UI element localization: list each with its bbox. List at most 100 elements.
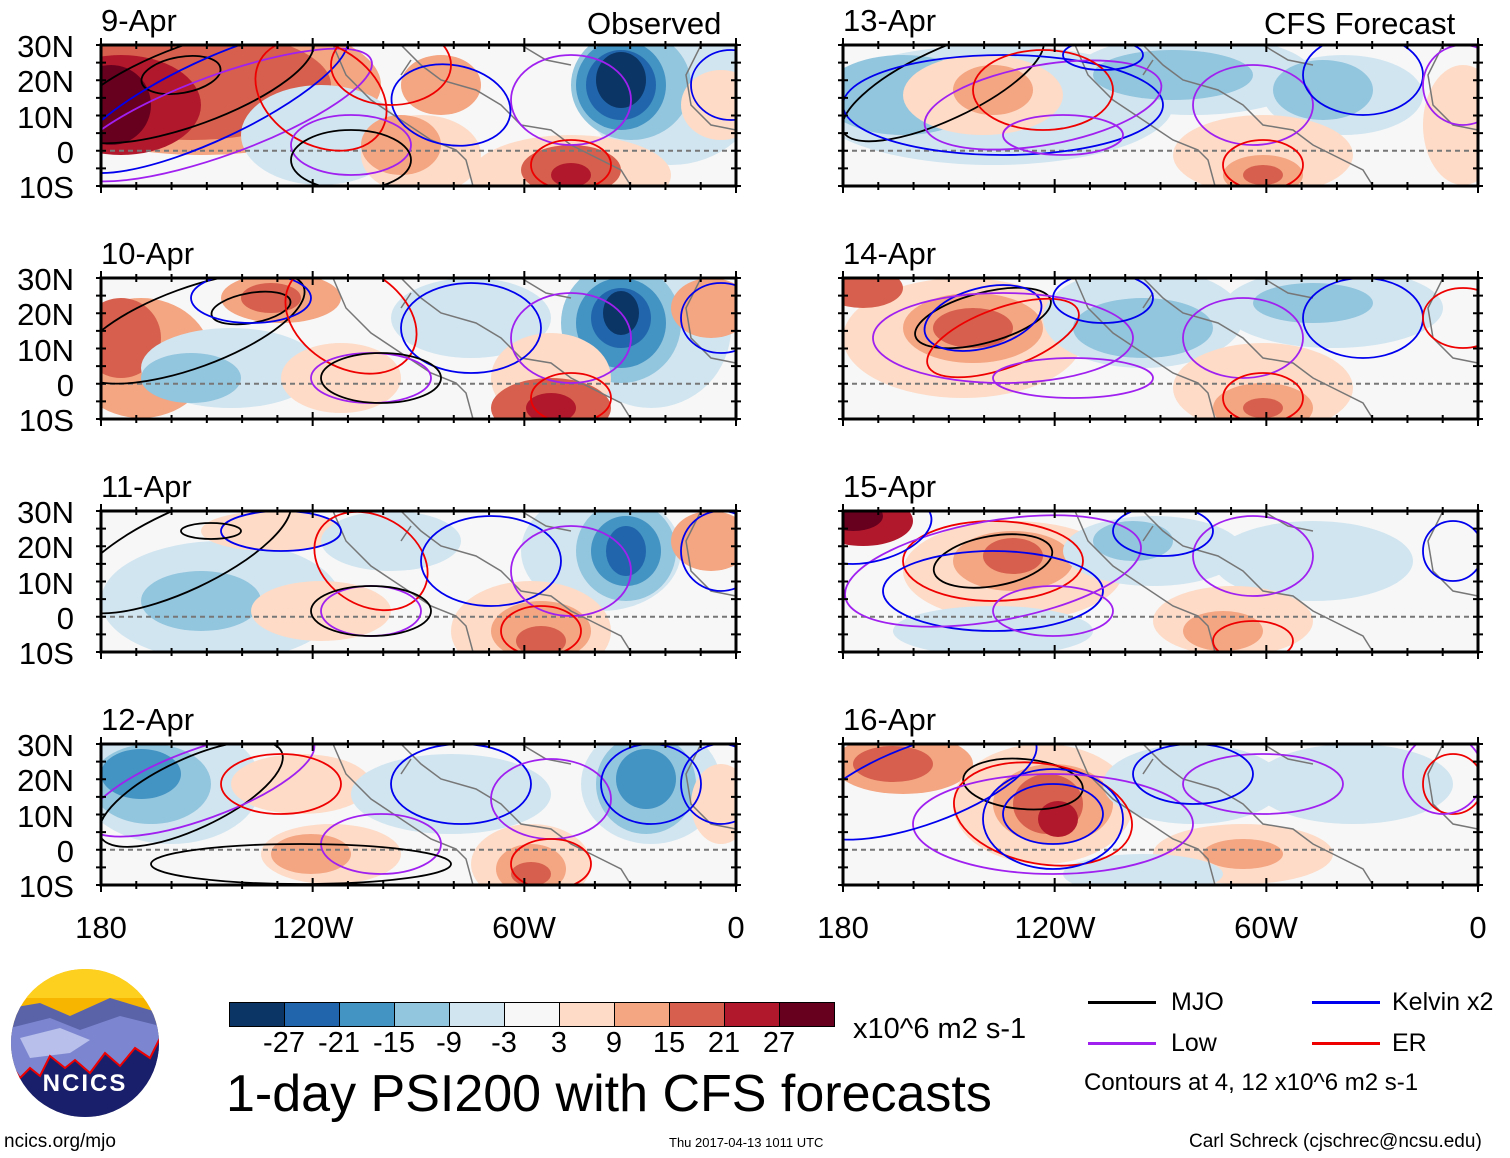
y-tick-label: 10N: [17, 798, 74, 834]
contour-line: [912, 773, 1194, 875]
colorbar-tick-label: 15: [652, 1027, 686, 1059]
shading-region: [141, 353, 241, 403]
colorbar-tick-label: -9: [436, 1027, 462, 1059]
contour-line: [1422, 753, 1478, 815]
shading-region: [1093, 50, 1253, 100]
panel-title: 12-Apr: [101, 702, 195, 737]
site-url[interactable]: ncics.org/mjo: [4, 1131, 116, 1152]
figure-title: 1-day PSI200 with CFS forecasts: [226, 1065, 992, 1123]
y-tick-label: 30N: [17, 29, 74, 64]
observed-label: Observed: [587, 6, 722, 41]
contour-line: [400, 282, 542, 374]
shading-region: [1243, 165, 1283, 185]
shading-region: [201, 511, 341, 551]
shading-region: [551, 163, 591, 186]
contour-line: [923, 59, 1163, 151]
legend-er-line: [1312, 1042, 1380, 1045]
contour-line: [220, 753, 342, 815]
map-panel: [96, 271, 741, 426]
shading-region: [141, 571, 261, 631]
x-tick-label: 120W: [272, 910, 354, 945]
y-tick-label: 30N: [17, 495, 74, 530]
legend-mjo-label: MJO: [1171, 988, 1224, 1016]
contour-line: [310, 585, 432, 637]
colorbar-tick-label: 9: [605, 1027, 623, 1059]
panel-title: 13-Apr: [843, 3, 937, 38]
contour-line: [510, 292, 632, 384]
shading-region: [1038, 801, 1078, 837]
contour-line: [390, 63, 512, 147]
contour-line: [926, 297, 1080, 379]
shading-region: [1253, 744, 1453, 824]
contour-line: [320, 352, 442, 404]
contour-line: [844, 514, 1142, 628]
shading-region: [241, 85, 401, 185]
colorbar-tick-label: -3: [491, 1027, 517, 1059]
x-tick-label: 180: [817, 910, 869, 945]
shading-region: [983, 538, 1043, 574]
legend-er-label: ER: [1392, 1029, 1427, 1057]
shading-region: [1073, 298, 1213, 358]
contour-line: [680, 282, 736, 354]
contour-line: [420, 515, 562, 607]
forecast-label: CFS Forecast: [1264, 6, 1456, 41]
y-tick-label: 30N: [17, 262, 74, 297]
colorbar-swatch: [505, 1003, 560, 1026]
shading-region: [1423, 65, 1478, 185]
shading-region: [671, 278, 736, 338]
contour-line: [1132, 744, 1254, 805]
ncics-logo: NCICS: [11, 969, 159, 1117]
x-tick-label: 60W: [492, 910, 556, 945]
contour-line: [690, 49, 736, 121]
shading-region: [1253, 283, 1373, 323]
contour-line: [923, 284, 1043, 352]
colorbar-swatch: [615, 1003, 670, 1026]
contour-line: [992, 357, 1154, 399]
colorbar-units: x10^6 m2 s-1: [853, 1013, 1027, 1045]
contour-line: [843, 511, 933, 565]
shading-region: [351, 754, 551, 834]
shading-region: [281, 343, 401, 413]
contour-line: [872, 292, 1134, 384]
contour-line: [1222, 372, 1304, 419]
contour-line: [1182, 753, 1344, 815]
colorbar-tick-label: -21: [318, 1027, 360, 1059]
panel-title: 11-Apr: [101, 469, 192, 504]
shading-region: [271, 834, 351, 874]
shading-region: [1103, 744, 1283, 824]
contour-line: [530, 372, 612, 419]
shading-region: [1203, 839, 1283, 869]
contour-line: [101, 45, 315, 145]
y-tick-label: 10N: [17, 99, 74, 135]
author: Carl Schreck (cjschrec@ncsu.edu): [1189, 1131, 1482, 1152]
shading-region: [681, 70, 736, 140]
y-tick-label: 10S: [18, 170, 74, 205]
contour-line: [882, 550, 1104, 632]
contour-note: Contours at 4, 12 x10^6 m2 s-1: [1084, 1069, 1419, 1096]
shading-region: [616, 749, 676, 809]
x-tick-label: 60W: [1234, 910, 1298, 945]
contour-line: [530, 139, 612, 186]
contour-line: [140, 55, 222, 95]
shading-region: [361, 115, 441, 175]
shading-region: [516, 626, 566, 652]
contour-line: [101, 744, 284, 848]
shading-region: [1173, 115, 1353, 186]
contour-line: [180, 522, 242, 540]
contour-line: [220, 511, 342, 552]
contour-line: [932, 533, 1054, 589]
legend-mjo-line: [1088, 1001, 1156, 1004]
colorbar-swatch: [395, 1003, 450, 1026]
y-tick-label: 0: [56, 833, 74, 869]
y-tick-label: 10N: [17, 565, 74, 601]
coastline: [1074, 511, 1478, 652]
shading-region: [1093, 521, 1173, 561]
contour-line: [1182, 297, 1304, 379]
y-tick-label: 20N: [17, 530, 74, 566]
contour-line: [254, 45, 388, 152]
map-panel: [838, 737, 1483, 892]
coastline: [1074, 744, 1478, 885]
contour-line: [510, 54, 632, 146]
map-panel: [96, 737, 741, 892]
contour-line: [1422, 45, 1478, 126]
